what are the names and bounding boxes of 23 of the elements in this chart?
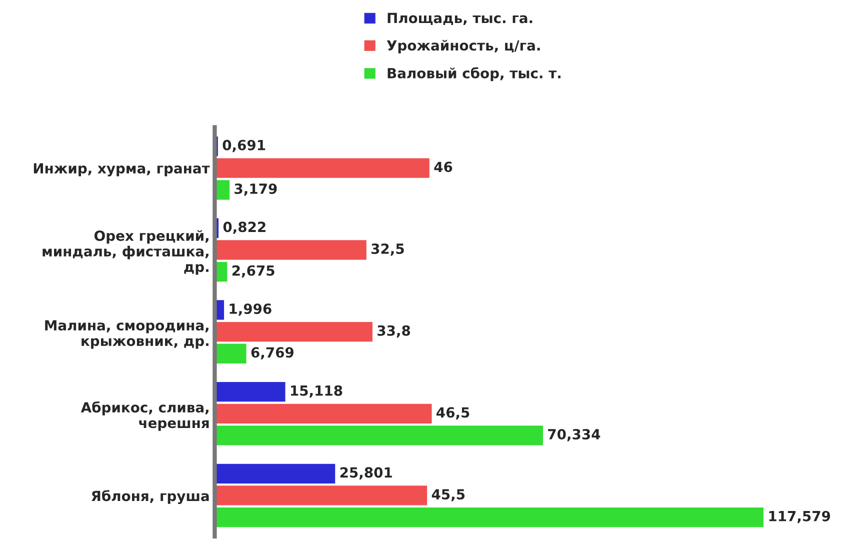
data-label: 70,334 xyxy=(548,428,600,442)
data-label: 1,996 xyxy=(230,304,272,316)
data-label: 32,5 xyxy=(372,243,404,256)
data-label: 46 xyxy=(434,162,452,172)
data-label: 117,579 xyxy=(769,510,830,524)
y-tick-label: Малина, смородина, крыжовник, др. xyxy=(45,320,208,349)
y-tick-label: Яблоня, груша xyxy=(92,490,209,504)
y-tick-label: Абрикос, слива, черешня xyxy=(80,401,209,431)
data-label: 6,769 xyxy=(251,347,294,360)
data-label: 45,5 xyxy=(432,489,465,502)
data-label: 2,675 xyxy=(232,265,274,278)
data-label: 33,8 xyxy=(378,325,410,338)
legend-label: Урожайность, ц/га. xyxy=(386,40,540,54)
data-label: 3,179 xyxy=(234,183,277,196)
data-label: 25,801 xyxy=(340,467,392,480)
data-label: 46,5 xyxy=(436,407,470,420)
legend-label: Площадь, тыс. га. xyxy=(388,12,532,26)
y-tick-label: Инжир, хурма, гранат xyxy=(34,163,210,176)
data-label: 0,691 xyxy=(222,140,266,152)
y-tick-label: Орех грецкий, миндаль, фисташка, др. xyxy=(42,230,208,275)
data-label: 0,822 xyxy=(223,222,266,234)
legend-label: Валовый сбор, тыс. т. xyxy=(388,67,560,82)
data-label: 15,118 xyxy=(291,385,342,398)
